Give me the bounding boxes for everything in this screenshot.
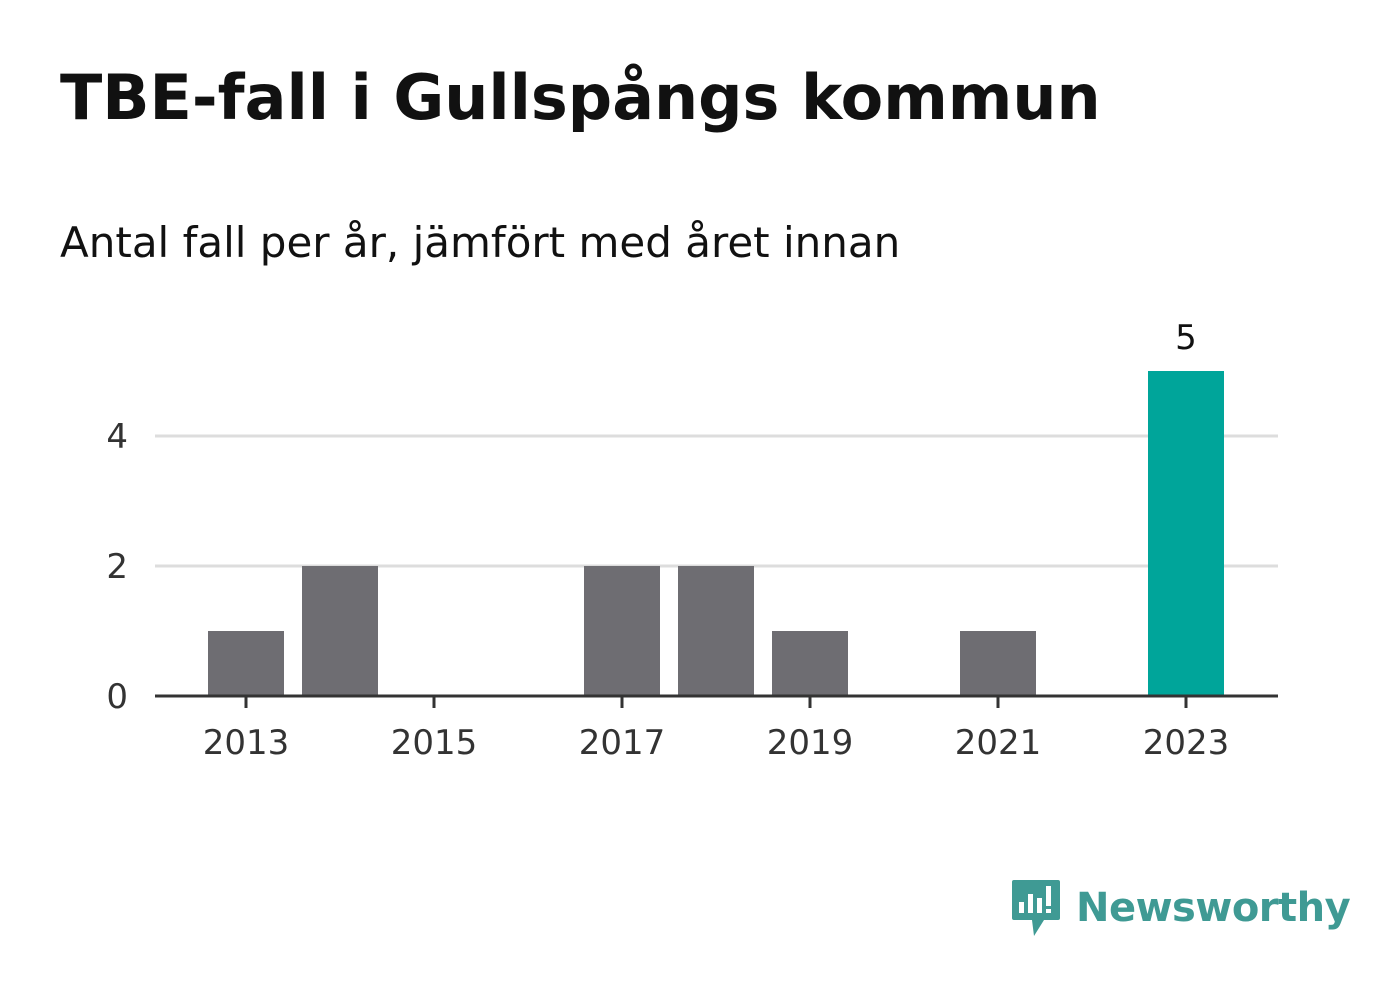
newsworthy-logo: Newsworthy xyxy=(1010,878,1351,938)
data-label-2023: 5 xyxy=(1175,318,1197,358)
x-tick-label-2019: 2019 xyxy=(767,723,854,763)
chart-title: TBE-fall i Gullspångs kommun xyxy=(60,61,1101,134)
bar-2013 xyxy=(208,631,284,696)
bar-2021 xyxy=(960,631,1036,696)
x-tick-label-2021: 2021 xyxy=(955,723,1042,763)
newsworthy-bar-chart-icon xyxy=(1012,880,1060,936)
x-tick-label-2023: 2023 xyxy=(1143,723,1230,763)
grid-layer xyxy=(155,434,1278,568)
bar-2017 xyxy=(584,566,660,696)
y-tick-label-2: 2 xyxy=(106,547,128,587)
x-tick-label-2013: 2013 xyxy=(203,723,290,763)
bar-layer xyxy=(208,371,1224,696)
bar-2023 xyxy=(1148,371,1224,696)
newsworthy-logo-text: Newsworthy xyxy=(1076,885,1351,931)
bar-2014 xyxy=(302,566,378,696)
bar-2019 xyxy=(772,631,848,696)
chart-subtitle: Antal fall per år, jämfört med året inna… xyxy=(60,218,901,267)
axis-layer xyxy=(155,694,1278,708)
label-layer: 0 2 4 5 2013 2015 2017 2019 2021 2023 xyxy=(106,318,1229,763)
x-tick-label-2017: 2017 xyxy=(579,723,666,763)
x-tick-label-2015: 2015 xyxy=(391,723,478,763)
y-tick-label-0: 0 xyxy=(106,677,128,717)
bar-2018 xyxy=(678,566,754,696)
y-tick-label-4: 4 xyxy=(106,417,128,457)
